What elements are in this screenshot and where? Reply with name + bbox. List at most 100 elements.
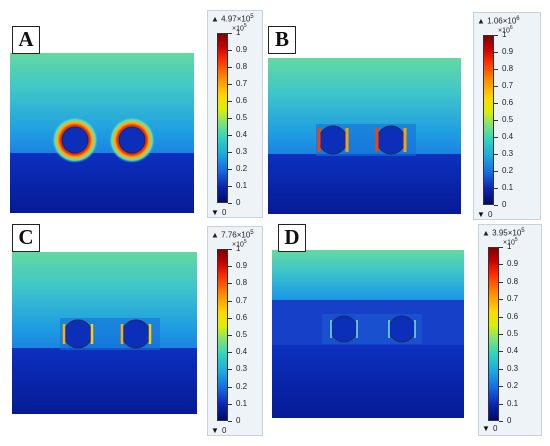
colorbar-tick-mark (228, 50, 232, 51)
colorbar-tick-label: 0.4 (236, 130, 248, 139)
panel-letter-b: B (268, 26, 296, 54)
colorbar-tick-label: 0.4 (502, 132, 514, 141)
colorbar-tick-mark (499, 334, 503, 335)
colorbar-tick-label: 0.2 (507, 381, 519, 391)
colorbar-strip-a (217, 33, 228, 203)
colorbar-tick-label: 0.1 (236, 398, 248, 408)
colorbar-tick-mark (499, 368, 503, 370)
colorbar-tick-label: 0.5 (502, 115, 514, 124)
colorbar-tick-mark (494, 205, 498, 206)
colorbar-tick-mark (228, 84, 232, 85)
colorbar-tick-label: 0.5 (507, 329, 519, 338)
colorbar-tick-mark (494, 154, 498, 155)
colorbar-min-a: ▼ (211, 208, 219, 217)
colorbar-tick-mark (499, 264, 503, 266)
colorbar-tick-mark (228, 386, 232, 388)
colorbar-min-d: ▼ (482, 424, 490, 433)
colorbar-tick-mark (228, 300, 232, 302)
colorbar-min-b: ▼ (477, 210, 485, 219)
colorbar-tick-mark (499, 281, 503, 283)
colorbar-tick-mark (228, 67, 232, 68)
colorbar-tick-label: 0.7 (236, 79, 248, 88)
colorbar-tick-label: 0.7 (502, 81, 514, 90)
colorbar-tick-label: 0.6 (507, 311, 519, 321)
colorbar-tick-label: 0 (507, 416, 512, 425)
colorbar-tick-mark (494, 137, 498, 138)
colorbar-tick-label: 0 (502, 200, 507, 209)
colorbar-tick-mark (499, 403, 503, 405)
colorbar-tick-label: 0.2 (236, 164, 248, 173)
colorbar-strip-d (488, 247, 499, 421)
colorbar-max-d: ▲ 3.95×105 (482, 228, 525, 238)
colorbar-tick-label: 0.3 (236, 147, 248, 156)
field-plot-a (10, 53, 194, 213)
panel-letter-c: C (12, 224, 40, 252)
particle-left (61, 126, 89, 154)
colorbar-tick-label: 0.2 (236, 381, 248, 391)
colorbar-tick-label: 0.5 (236, 330, 248, 339)
colorbar-tick-label: 0.7 (236, 295, 248, 305)
panel-letter-d: D (278, 224, 306, 252)
colorbar-tick-label: 1 (236, 244, 241, 253)
colorbar-tick-mark (499, 351, 503, 353)
colorbar-tick-label: 0.3 (502, 149, 514, 158)
colorbar-tick-mark (494, 69, 498, 70)
field-plot-d (272, 250, 464, 418)
colorbar-tick-mark (499, 299, 503, 301)
colorbar-tick-mark (228, 203, 232, 204)
colorbar-tick-mark (228, 352, 232, 354)
colorbar-tick-mark (228, 403, 232, 405)
colorbar-tick-label: 0.3 (236, 364, 248, 374)
colorbar-tick-label: 0.9 (502, 47, 514, 56)
colorbar-min-label-b: 0 (488, 210, 493, 219)
colorbar-tick-mark (494, 120, 498, 121)
colorbar-tick-label: 0 (236, 416, 241, 425)
particle-right (118, 126, 146, 154)
colorbar-tick-mark (494, 35, 498, 36)
colorbar-tick-mark (499, 421, 503, 422)
colorbar-tick-label: 0.6 (502, 98, 514, 107)
colorbar-tick-mark (228, 335, 232, 336)
colorbar-tick-label: 0.9 (507, 259, 519, 269)
colorbar-tick-label: 0.1 (502, 183, 514, 192)
panel-letter-a: A (12, 26, 40, 54)
colorbar-tick-mark (228, 169, 232, 170)
field-plot-b (268, 58, 461, 214)
colorbar-tick-label: 0.7 (507, 294, 519, 304)
colorbar-strip-c (217, 249, 228, 421)
colorbar-tick-label: 0.4 (507, 346, 519, 356)
colorbar-tick-mark (494, 171, 498, 172)
colorbar-tick-label: 0.6 (236, 312, 248, 322)
colorbar-max-a: ▲ 4.97×105 (211, 14, 254, 24)
colorbar-tick-mark (228, 249, 232, 250)
colorbar-tick-mark (228, 421, 232, 422)
colorbar-exp-d: ×105 (503, 237, 518, 247)
colorbar-tick-label: 0.8 (502, 64, 514, 73)
colorbar-min-label-a: 0 (222, 208, 227, 217)
colorbar-a: ▲ 4.97×105 ×105 ▼ 0 1 0.9 0.8 0.7 0.6 0.5 0.4 0… (207, 10, 263, 218)
colorbar-tick-mark (494, 103, 498, 104)
colorbar-tick-mark (228, 369, 232, 371)
colorbar-exp-b: ×106 (498, 25, 513, 35)
colorbar-tick-mark (499, 386, 503, 388)
colorbar-tick-label: 0.3 (507, 363, 519, 373)
colorbar-c: ▲ 7.76×105 ×105 ▼ 0 1 0.9 0.8 0.7 0.6 0.5 0.4 0… (207, 226, 263, 436)
colorbar-tick-label: 0.8 (236, 62, 248, 71)
colorbar-tick-mark (228, 152, 232, 153)
colorbar-tick-mark (228, 317, 232, 319)
colorbar-tick-mark (228, 186, 232, 187)
field-plot-c (12, 252, 197, 414)
colorbar-tick-label: 0.9 (236, 261, 248, 271)
colorbar-max-b: ▲ 1.06×106 (477, 16, 520, 26)
colorbar-exp-c: ×105 (232, 239, 247, 249)
colorbar-tick-label: 0.6 (236, 96, 248, 105)
colorbar-exp-a: ×105 (232, 23, 247, 33)
colorbar-tick-mark (228, 101, 232, 102)
colorbar-tick-mark (228, 135, 232, 136)
colorbar-min-c: ▼ (211, 426, 219, 435)
colorbar-tick-label: 1 (507, 242, 512, 251)
colorbar-tick-mark (228, 118, 232, 119)
colorbar-tick-mark (228, 33, 232, 34)
colorbar-strip-b (483, 35, 494, 205)
colorbar-tick-mark (494, 86, 498, 87)
